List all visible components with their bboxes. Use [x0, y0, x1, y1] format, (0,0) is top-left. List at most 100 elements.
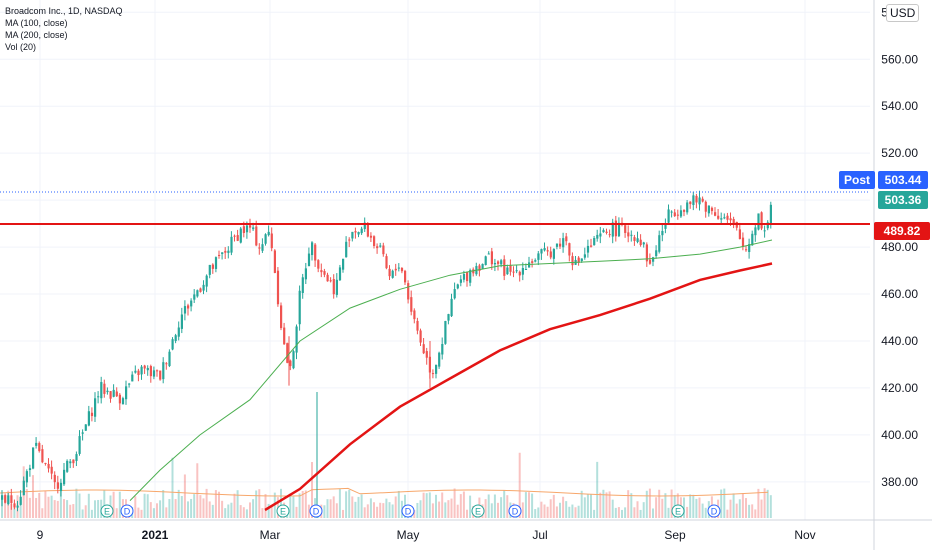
volume-bar [38, 492, 41, 518]
volume-bar [112, 491, 115, 518]
candle-body [407, 283, 410, 300]
volume-bar [47, 496, 50, 518]
candle-body [543, 248, 546, 251]
volume-bar [249, 502, 251, 518]
volume-bar [614, 507, 617, 518]
dividend-marker[interactable] [707, 504, 721, 518]
candle-body [137, 370, 140, 376]
candle-body [332, 279, 335, 295]
candle-body [614, 220, 617, 237]
dividend-marker-label: D [512, 507, 519, 517]
volume-bar [748, 504, 751, 518]
candle-body [227, 250, 230, 253]
earnings-marker[interactable] [471, 504, 485, 518]
dividend-marker[interactable] [120, 504, 134, 518]
candle-body [307, 253, 311, 267]
volume-bar [307, 504, 310, 518]
dividend-marker[interactable] [508, 504, 522, 518]
legend-ma200[interactable]: MA (200, close) [5, 30, 68, 40]
volume-bar [701, 503, 704, 518]
ma200-line [264, 262, 773, 512]
volume-bar [769, 495, 772, 518]
candle-body [751, 233, 754, 246]
dividend-marker[interactable] [309, 504, 323, 518]
volume-bar [165, 507, 168, 518]
volume-bar [94, 500, 96, 518]
volume-bar [385, 498, 388, 518]
earnings-marker[interactable] [671, 504, 685, 518]
candle-body [720, 218, 723, 220]
candle-body [369, 235, 373, 238]
candle-body [462, 274, 466, 280]
candle-body [267, 231, 270, 236]
dividend-marker[interactable] [401, 504, 415, 518]
candle-body [630, 234, 633, 236]
candle-body [196, 290, 199, 297]
horizontal-line-price-badge: 489.82 [874, 222, 930, 240]
candle-body [611, 222, 614, 237]
candle-body [642, 242, 645, 245]
volume-bar [202, 498, 205, 518]
candle-body [484, 256, 487, 266]
candle-body [599, 233, 602, 237]
candle-body [506, 267, 509, 275]
candle-body [608, 234, 611, 236]
legend-ma100[interactable]: MA (100, close) [5, 18, 68, 28]
volume-bar [280, 488, 282, 518]
volume-bar [261, 508, 264, 518]
y-tick-label: 400.00 [881, 428, 918, 442]
candle-body [106, 390, 109, 393]
volume-bar [438, 501, 441, 518]
earnings-marker[interactable] [100, 504, 114, 518]
candle-body [410, 297, 413, 312]
candle-body [304, 268, 307, 280]
candle-body [255, 226, 258, 246]
y-tick-label: 440.00 [881, 334, 918, 348]
candle-body [425, 351, 428, 358]
volume-bar [577, 505, 580, 518]
candle-body [273, 250, 276, 273]
candle-body [230, 236, 233, 253]
candle-body [103, 383, 106, 394]
volume-bar [221, 500, 224, 518]
candle-body [236, 235, 239, 241]
candle-body [295, 326, 298, 353]
candle-body [66, 460, 69, 472]
volume-bar [497, 502, 499, 518]
volume-bar [233, 493, 236, 518]
candle-body [41, 449, 44, 463]
candle-body [81, 432, 84, 434]
candle-body [112, 389, 115, 397]
candle-body [366, 223, 369, 237]
candle-body [661, 230, 664, 236]
candle-body [490, 251, 493, 265]
legend-vol[interactable]: Vol (20) [5, 42, 37, 52]
volume-bar [732, 493, 735, 518]
candle-body [118, 394, 121, 404]
volume-bar [602, 489, 605, 518]
candle-body [53, 474, 56, 483]
candle-body [627, 232, 630, 237]
volume-bar [493, 494, 496, 518]
candle-body [435, 365, 438, 374]
volume-bar [555, 506, 558, 518]
candle-body [115, 391, 118, 397]
candle-body [382, 245, 385, 255]
candle-body [205, 275, 208, 287]
volume-bar [695, 498, 698, 518]
volume-bar [301, 490, 304, 518]
currency-button[interactable]: USD [886, 4, 920, 22]
volume-bar [168, 499, 171, 518]
volume-bar [469, 495, 472, 518]
earnings-marker[interactable] [276, 504, 290, 518]
volume-bar [295, 506, 298, 518]
volume-bar [720, 489, 723, 518]
volume-bar [351, 496, 354, 518]
volume-bar [738, 499, 741, 518]
candle-body [667, 209, 670, 223]
volume-bar [413, 509, 416, 518]
candle-body [648, 259, 652, 264]
earnings-marker-label: E [104, 507, 110, 517]
candle-body [72, 459, 75, 464]
